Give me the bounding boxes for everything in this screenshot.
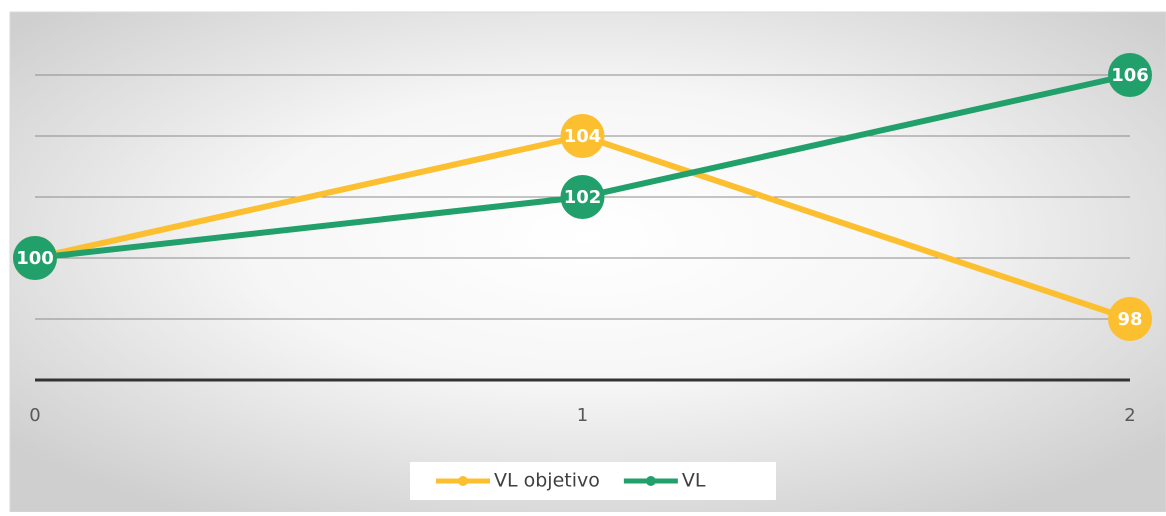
data-point	[1108, 53, 1152, 97]
legend-label: VL objetivo	[494, 470, 600, 492]
data-label: 104	[564, 126, 602, 147]
legend-swatch-dot	[645, 476, 656, 486]
chart-background	[9, 11, 1166, 513]
data-point	[560, 175, 605, 219]
data-label: 102	[564, 187, 602, 208]
data-label: 100	[16, 248, 54, 269]
x-tick-label: 1	[577, 405, 588, 426]
legend-label: VL	[682, 470, 706, 492]
data-point	[560, 114, 605, 158]
legend-swatch-dot	[458, 476, 468, 486]
data-label: 106	[1111, 65, 1149, 86]
x-tick-label: 2	[1124, 405, 1135, 426]
data-point	[1108, 297, 1152, 341]
x-tick-label: 0	[29, 405, 40, 426]
data-point	[13, 236, 57, 280]
data-label: 98	[1117, 309, 1142, 330]
